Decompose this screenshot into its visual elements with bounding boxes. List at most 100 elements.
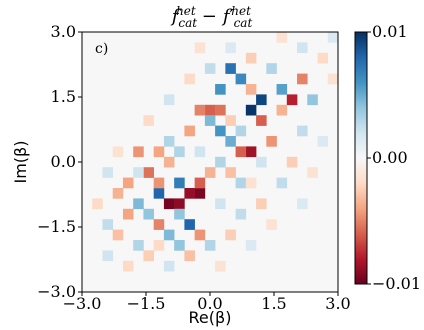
y-tick-label: 0.0 (51, 152, 76, 171)
heatmap-cell (194, 229, 206, 241)
y-tick-label: −3.0 (37, 282, 76, 301)
heatmap-cell (225, 229, 236, 241)
heatmap-cell (184, 73, 195, 85)
heatmap-cell (215, 104, 226, 116)
x-tick-label: 3.0 (325, 294, 350, 313)
heatmap-cell (307, 94, 318, 106)
heatmap-cell (102, 167, 114, 178)
heatmap-cell (204, 115, 216, 126)
x-axis-label: Re(β) (189, 308, 232, 327)
heatmap-cell (102, 250, 114, 262)
heatmap-cell (163, 156, 175, 168)
heatmap-cell (184, 219, 195, 230)
heatmap-cell (215, 125, 226, 137)
heatmap-cell (245, 177, 257, 189)
heatmap-cell (153, 146, 165, 158)
heatmap-cell (215, 198, 226, 210)
heatmap-cell (307, 167, 318, 178)
heatmap-cell (225, 136, 236, 147)
heatmap-cell (102, 219, 114, 230)
heatmap-cell (327, 73, 339, 85)
panel-label: c) (95, 41, 108, 57)
heatmap-cell (133, 198, 144, 210)
x-tick-label: −1.5 (127, 294, 166, 313)
colorbar-ticks: 0.01 0.00 −0.01 (367, 22, 421, 293)
heatmap-cell (133, 167, 144, 178)
heatmap-cell (256, 198, 267, 210)
title-text: fcathet − f′cathet (170, 4, 253, 30)
heatmap-cell (163, 229, 175, 241)
heatmap-cell (143, 208, 154, 220)
y-tick-label: −1.5 (37, 217, 76, 236)
heatmap-cell (112, 229, 124, 241)
heatmap-cell (174, 208, 185, 220)
heatmap-cell (133, 146, 144, 158)
x-axis: −3.0 −1.5 0.0 1.5 3.0 (63, 292, 351, 313)
colorbar-tick-label: −0.01 (372, 274, 421, 293)
heatmap-cell (174, 177, 185, 189)
y-tick-label: 1.5 (51, 87, 76, 106)
heatmap-cell (174, 146, 185, 158)
x-tick-label: 1.5 (261, 294, 286, 313)
heatmap-cell (245, 84, 257, 95)
heatmap-cell (184, 125, 195, 137)
chart-title: fcathet − f′cathet (170, 4, 253, 30)
heatmap-cell (256, 156, 267, 168)
heatmap-cell (266, 63, 277, 74)
heatmap-cell (174, 198, 185, 210)
x-tick-label: −3.0 (63, 294, 102, 313)
heatmap-cell (194, 146, 206, 158)
heatmap-cell (163, 260, 175, 272)
x-tick-label: 0.0 (197, 294, 222, 313)
heatmap-cell (112, 146, 124, 158)
heatmap-cell (163, 136, 175, 147)
heatmap-cell (276, 177, 288, 189)
heatmap-cell (143, 250, 154, 262)
heatmap-cell (276, 32, 288, 43)
y-axis: −3.0 −1.5 0.0 1.5 3.0 (37, 22, 82, 301)
heatmap-cell (122, 260, 134, 272)
heatmap-cell (204, 167, 216, 178)
heatmap-cell (122, 177, 134, 189)
heatmap-cell (245, 146, 257, 158)
heatmap-cell (122, 208, 134, 220)
heatmap-cell (143, 167, 154, 178)
heatmap-cell (327, 32, 339, 43)
heatmap-cell (194, 104, 206, 116)
heatmap-cell (266, 219, 277, 230)
heatmap-cell (112, 188, 124, 199)
heatmap-cell (225, 167, 236, 178)
heatmap-cell (297, 73, 308, 85)
colorbar (354, 31, 368, 285)
heatmap-cell (153, 240, 165, 251)
heatmap-cell (245, 52, 257, 64)
heatmap-cell (92, 198, 103, 210)
heatmap-cell (194, 188, 206, 199)
heatmap-cell (235, 177, 247, 189)
heatmap-cell (245, 104, 257, 116)
heatmap-cell (297, 42, 308, 54)
y-tick-label: 3.0 (51, 22, 76, 41)
heatmap-cell (163, 198, 175, 210)
heatmap-cell (225, 115, 236, 126)
heatmap-cell (297, 125, 308, 137)
colorbar-tick-label: 0.00 (372, 148, 408, 167)
heatmap-cell (204, 240, 216, 251)
colorbar-tick-label: 0.01 (372, 22, 408, 41)
heatmap-cell (297, 198, 308, 210)
heatmap-cell (276, 104, 288, 116)
heatmap-cell (163, 94, 175, 106)
heatmap-cell (256, 94, 267, 106)
heatmap-cell (256, 115, 267, 126)
heatmap-cell (215, 260, 226, 272)
heatmap-cell (286, 94, 298, 106)
heatmap-cell (184, 188, 195, 199)
heatmap-cell (266, 136, 277, 147)
heatmap-cell (184, 250, 195, 262)
heatmap-cell (235, 73, 247, 85)
heatmap-cell (235, 125, 247, 137)
heatmap-cell (153, 177, 165, 189)
heatmap-cell (153, 219, 165, 230)
heatmap-cell (235, 146, 247, 158)
heatmap-cell (133, 240, 144, 251)
